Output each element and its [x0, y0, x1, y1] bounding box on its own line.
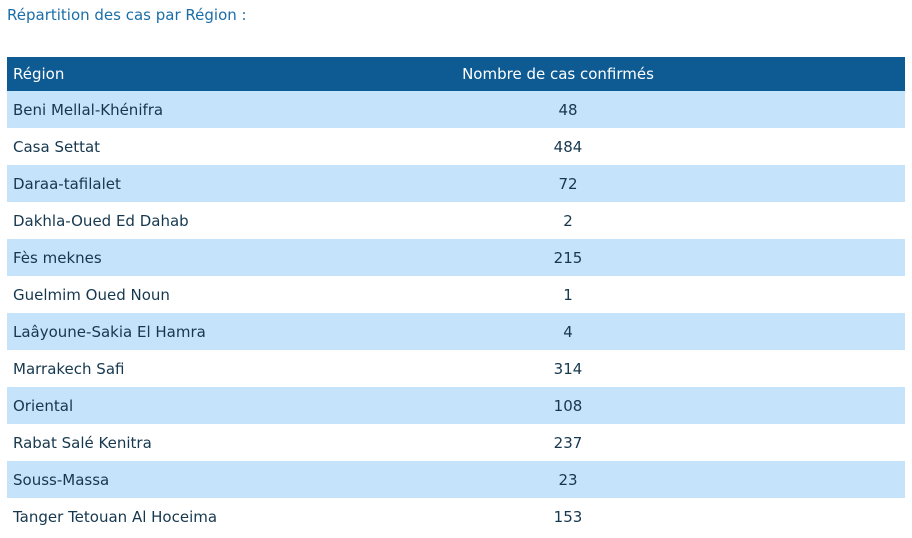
- region-cell: Oriental: [13, 396, 74, 415]
- count-cell: 108: [553, 396, 583, 415]
- region-cell: Dakhla-Oued Ed Dahab: [13, 211, 189, 230]
- table-row: Laâyoune-Sakia El Hamra 4: [7, 313, 905, 350]
- count-cell: 237: [553, 433, 583, 452]
- count-cell: 48: [558, 100, 578, 119]
- table-header-row: Région Nombre de cas confirmés: [7, 57, 905, 91]
- table-body: Beni Mellal-Khénifra 48 Casa Settat 484 Dara…: [7, 91, 905, 535]
- table-row: Beni Mellal-Khénifra 48: [7, 91, 905, 128]
- count-cell: 314: [553, 359, 583, 378]
- count-cell: 484: [553, 137, 583, 156]
- count-cell: 4: [563, 322, 573, 341]
- region-cell: Casa Settat: [13, 137, 101, 156]
- region-cell: Fès meknes: [13, 248, 102, 267]
- table-row: Guelmim Oued Noun 1: [7, 276, 905, 313]
- table-row: Souss-Massa 23: [7, 461, 905, 498]
- page-title: Répartition des cas par Région :: [7, 6, 247, 24]
- table-row: Marrakech Safi 314: [7, 350, 905, 387]
- column-header-count: Nombre de cas confirmés: [462, 65, 654, 83]
- region-cell: Tanger Tetouan Al Hoceima: [13, 507, 218, 526]
- count-cell: 72: [558, 174, 578, 193]
- table-row: Rabat Salé Kenitra 237: [7, 424, 905, 461]
- region-cell: Laâyoune-Sakia El Hamra: [13, 322, 206, 341]
- count-cell: 1: [563, 285, 573, 304]
- region-cell: Guelmim Oued Noun: [13, 285, 170, 304]
- table-row: Casa Settat 484: [7, 128, 905, 165]
- count-cell: 2: [563, 211, 573, 230]
- table-row: Oriental 108: [7, 387, 905, 424]
- table-row: Daraa-tafilalet 72: [7, 165, 905, 202]
- table-row: Fès meknes 215: [7, 239, 905, 276]
- table-row: Tanger Tetouan Al Hoceima 153: [7, 498, 905, 535]
- count-cell: 215: [553, 248, 583, 267]
- column-header-region: Région: [13, 65, 65, 83]
- region-cases-table: Région Nombre de cas confirmés Beni Mell…: [7, 57, 905, 535]
- region-cell: Beni Mellal-Khénifra: [13, 100, 164, 119]
- count-cell: 23: [558, 470, 578, 489]
- region-cell: Rabat Salé Kenitra: [13, 433, 152, 452]
- region-cell: Souss-Massa: [13, 470, 110, 489]
- region-cell: Marrakech Safi: [13, 359, 125, 378]
- region-cell: Daraa-tafilalet: [13, 174, 121, 193]
- count-cell: 153: [553, 507, 583, 526]
- table-row: Dakhla-Oued Ed Dahab 2: [7, 202, 905, 239]
